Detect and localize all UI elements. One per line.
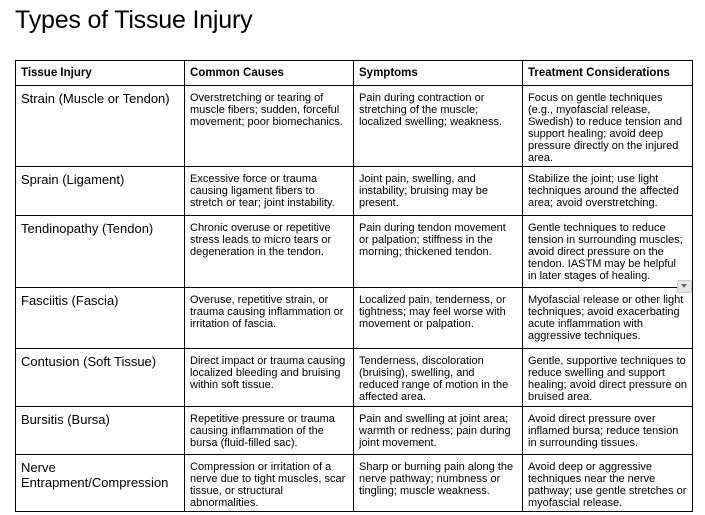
- table-cell: Avoid direct pressure over inflamed burs…: [522, 406, 693, 455]
- table-row: Sprain (Ligament) Excessive force or trau…: [15, 166, 693, 216]
- table-row: Bursitis (Bursa) Repetitive pressure or t…: [15, 406, 693, 455]
- column-header: Tissue Injury: [15, 60, 185, 86]
- table-cell: Overuse, repetitive strain, or trauma ca…: [184, 287, 354, 349]
- table-row: Tendinopathy (Tendon) Chronic overuse or …: [15, 215, 693, 288]
- injury-name: Nerve Entrapment/Compression: [15, 454, 185, 512]
- table-cell: Gentle, supportive techniques to reduce …: [522, 348, 693, 407]
- injury-name: Sprain (Ligament): [15, 166, 185, 216]
- table-cell: Overstretching or tearing of muscle fibe…: [184, 85, 354, 167]
- header-row: Tissue Injury Common Causes Symptoms Treatm…: [15, 60, 693, 86]
- table-cell: Focus on gentle techniques (e.g., myofas…: [522, 85, 693, 167]
- dropdown-button[interactable]: [677, 280, 692, 293]
- injury-name: Strain (Muscle or Tendon): [15, 85, 185, 167]
- table-cell: Joint pain, swelling, and instability; b…: [353, 166, 523, 216]
- table-cell: Tenderness, discoloration (bruising), sw…: [353, 348, 523, 407]
- column-header: Treatment Considerations: [522, 60, 693, 86]
- table-row: Contusion (Soft Tissue) Direct impact or …: [15, 348, 693, 407]
- table-cell: Compression or irritation of a nerve due…: [184, 454, 354, 512]
- table-cell: Pain during contraction or stretching of…: [353, 85, 523, 167]
- table-cell: Repetitive pressure or trauma causing in…: [184, 406, 354, 455]
- table-cell: Localized pain, tenderness, or tightness…: [353, 287, 523, 349]
- column-header: Common Causes: [184, 60, 354, 86]
- table-cell: Sharp or burning pain along the nerve pa…: [353, 454, 523, 512]
- table-cell: Pain during tendon movement or palpation…: [353, 215, 523, 288]
- table-row: Strain (Muscle or Tendon) Overstretching …: [15, 85, 693, 167]
- injury-name: Bursitis (Bursa): [15, 406, 185, 455]
- table-cell: Chronic overuse or repetitive stress lea…: [184, 215, 354, 288]
- table-cell: Stabilize the joint; use light technique…: [522, 166, 693, 216]
- page-title: Types of Tissue Injury: [15, 6, 253, 34]
- table-row: Fasciitis (Fascia) Overuse, repetitive st…: [15, 287, 693, 349]
- injury-name: Contusion (Soft Tissue): [15, 348, 185, 407]
- table-cell: Excessive force or trauma causing ligame…: [184, 166, 354, 216]
- column-header: Symptoms: [353, 60, 523, 86]
- injury-name: Fasciitis (Fascia): [15, 287, 185, 349]
- table-cell: Myofascial release or other light techni…: [522, 287, 693, 349]
- table-cell: Gentle techniques to reduce tension in s…: [522, 215, 693, 288]
- injury-name: Tendinopathy (Tendon): [15, 215, 185, 288]
- table-cell: Avoid deep or aggressive techniques near…: [522, 454, 693, 512]
- table-row: Nerve Entrapment/Compression Compression …: [15, 454, 693, 512]
- table-cell: Pain and swelling at joint area; warmth …: [353, 406, 523, 455]
- injury-table: Tissue Injury Common Causes Symptoms Treatm…: [15, 60, 693, 512]
- table-cell: Direct impact or trauma causing localize…: [184, 348, 354, 407]
